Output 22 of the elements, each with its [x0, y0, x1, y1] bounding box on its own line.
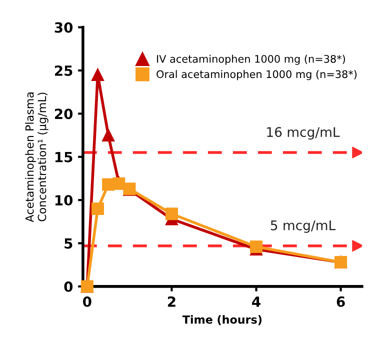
ref-line-label: 5 mcg/mL: [270, 220, 336, 233]
x-tick-label: 0: [83, 296, 92, 307]
point: [91, 68, 104, 82]
legend-label: IV acetaminophen 1000 mg (n=38*): [157, 54, 345, 65]
ref-line-label: 16 mcg/mL: [267, 127, 340, 140]
y-tick-label: 5: [64, 238, 72, 249]
y-tick-label: 10: [55, 195, 73, 206]
y-tick-label: 25: [54, 65, 72, 76]
y-tick-label: 30: [54, 22, 73, 33]
y-tick-label: 0: [64, 281, 73, 292]
y-axis-title: Acetaminophen Plasma Concentration¹ (µg/mL): [25, 92, 48, 222]
y-tick-label: 15: [55, 152, 72, 162]
legend-label: Oral acetaminophen 1000 mg (n=38*): [156, 70, 357, 80]
x-tick-label: 2: [168, 296, 176, 307]
point: [102, 129, 115, 142]
point: [250, 240, 262, 253]
point: [165, 208, 178, 220]
point: [91, 202, 104, 215]
y-tick-label: 20: [54, 108, 73, 120]
x-tick-label: 6: [336, 296, 345, 307]
x-axis-title: Time (hours): [182, 315, 262, 326]
x-tick-label: 4: [252, 296, 260, 307]
